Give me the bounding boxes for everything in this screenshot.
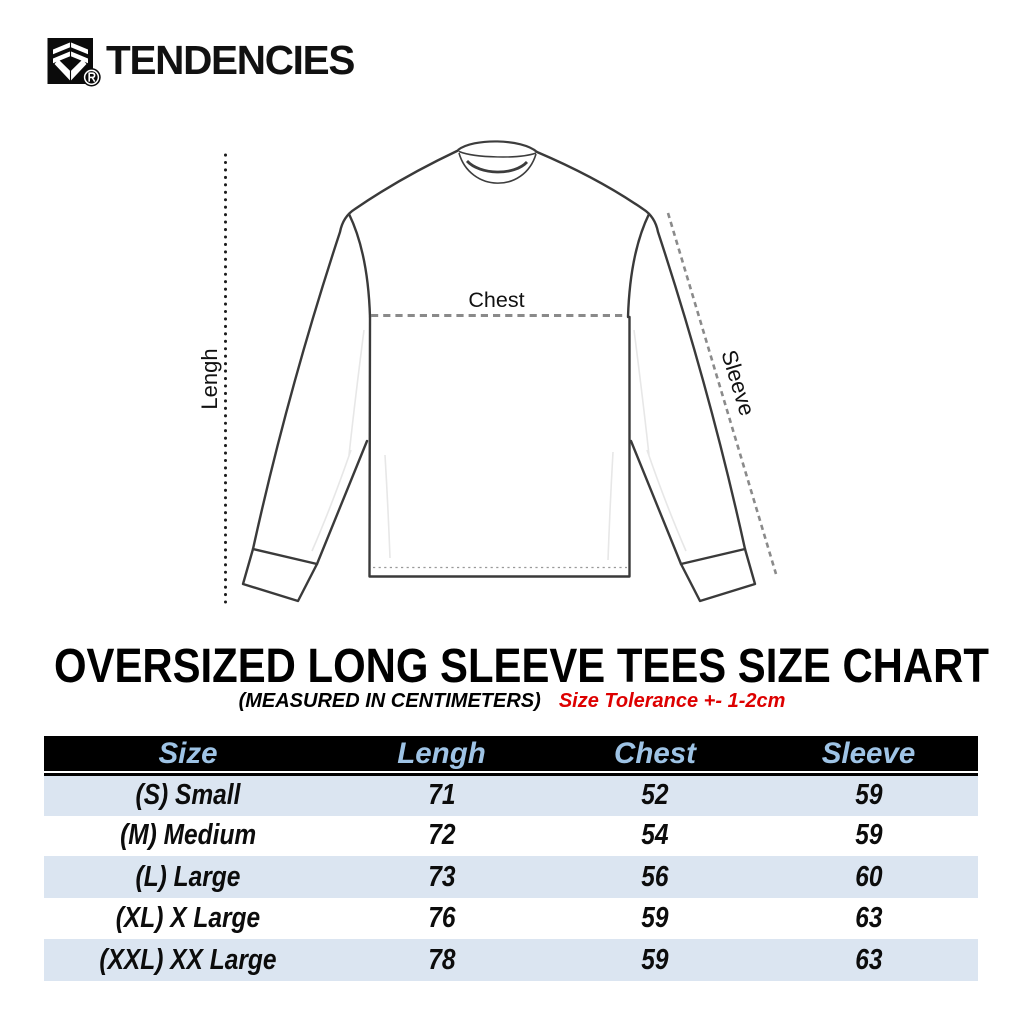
svg-text:Sleeve: Sleeve: [716, 347, 760, 419]
svg-text:Lengh: Lengh: [197, 348, 222, 409]
svg-text:Chest: Chest: [468, 288, 524, 312]
